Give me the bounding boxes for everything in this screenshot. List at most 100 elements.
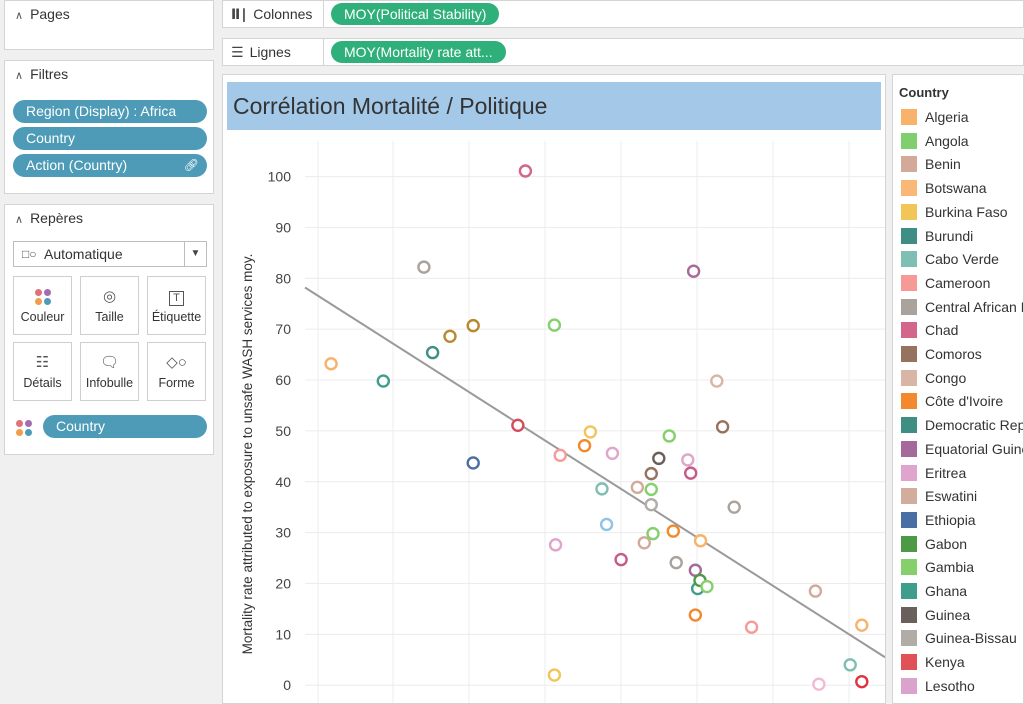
scatter-point[interactable] [646, 526, 660, 541]
color-palette-icon [14, 286, 71, 308]
scatter-point[interactable] [666, 524, 680, 538]
legend-swatch [901, 677, 917, 694]
filter-pill-label: Region (Display) : Africa [26, 103, 177, 119]
legend-swatch [901, 132, 917, 149]
scatter-point[interactable] [511, 418, 525, 433]
legend-swatch [901, 630, 917, 647]
columns-shelf: Ⅱ∣ Colonnes MOY(Political Stability) [222, 0, 1024, 28]
filters-header[interactable]: ∧ Filtres [15, 66, 68, 82]
scatter-point[interactable] [599, 517, 614, 532]
scatter-point[interactable] [547, 318, 562, 332]
tooltip-button[interactable]: 🗨︎ Infobulle [80, 342, 139, 401]
color-button[interactable]: Couleur [13, 276, 72, 335]
filter-pill-country[interactable]: Country [13, 127, 207, 150]
hierarchy-icon: ☷ [35, 354, 50, 371]
scatter-point[interactable] [466, 456, 480, 470]
scatter-point[interactable] [669, 555, 683, 570]
scatter-point[interactable] [376, 374, 391, 388]
scatter-point[interactable] [466, 318, 480, 333]
legend-item-label: Burundi [925, 227, 974, 244]
label-button[interactable]: T Étiquette [147, 276, 206, 335]
scatter-point[interactable] [727, 500, 741, 514]
legend-item-label: Botswana [925, 180, 987, 197]
scatter-point[interactable] [700, 579, 714, 594]
shelf-divider [323, 39, 324, 65]
scatter-point[interactable] [553, 448, 567, 463]
scatter-point[interactable] [644, 497, 658, 512]
y-tick-label: 90 [275, 219, 291, 235]
detail-button[interactable]: ☷ Détails [13, 342, 72, 401]
scatter-point[interactable] [547, 668, 562, 682]
legend-item-label: Equatorial Guinea [925, 440, 1023, 457]
scatter-point[interactable] [662, 429, 676, 443]
color-field-pill[interactable]: Country [43, 415, 207, 438]
scatter-point[interactable] [744, 620, 759, 634]
scatter-point[interactable] [518, 164, 533, 178]
scatter-point[interactable] [812, 677, 826, 691]
scatter-point[interactable] [710, 374, 724, 388]
detail-button-label: Détails [23, 376, 62, 390]
rows-label-text: Lignes [249, 44, 291, 60]
scatter-point[interactable] [443, 329, 457, 344]
scatter-point[interactable] [693, 534, 708, 548]
legend-item-label: Guinea-Bissau [925, 630, 1017, 647]
legend-item-label: Democratic Republic of the Congo [925, 417, 1023, 434]
shelf-divider [323, 1, 324, 27]
pages-card: ∧ Pages [4, 0, 214, 50]
marks-header[interactable]: ∧ Repères [15, 210, 83, 226]
scatter-point[interactable] [630, 480, 645, 495]
legend-item-label: Angola [925, 132, 969, 149]
scatter-point[interactable] [681, 453, 695, 467]
scatter-point[interactable] [855, 674, 869, 689]
scatter-point[interactable] [808, 584, 823, 598]
legend-swatch [901, 180, 917, 197]
color-legend: Country Algeria Angola Benin Botswana Burkin… [892, 74, 1024, 704]
shape-button[interactable]: ◇○ Forme [147, 342, 206, 401]
scatter-point[interactable] [652, 451, 666, 466]
scatter-point[interactable] [577, 438, 592, 453]
left-panel: ∧ Pages ∧ Filtres Region (Display) : Afric… [0, 0, 220, 704]
chevron-up-icon: ∧ [15, 10, 24, 22]
scatter-point[interactable] [583, 425, 598, 439]
scatter-point[interactable] [637, 536, 651, 550]
scatter-point[interactable] [425, 345, 440, 360]
scatter-point[interactable] [324, 357, 338, 371]
scatter-point[interactable] [715, 420, 730, 434]
mark-type-dropdown[interactable]: □○ Automatique ▼ [13, 241, 207, 267]
rows-pill[interactable]: MOY(Mortality rate att... [331, 41, 506, 63]
color-button-label: Couleur [20, 310, 65, 324]
pages-header[interactable]: ∧ Pages [15, 6, 70, 22]
scatter-point[interactable] [688, 608, 703, 622]
legend-item-label: Central African Republic [925, 298, 1023, 315]
scatter-chart[interactable]: 0 10 20 30 40 50 60 70 80 90 100 Mortality rate att… [223, 75, 885, 703]
scatter-point[interactable] [855, 618, 869, 632]
filter-pill-action-country[interactable]: Action (Country) 🔗︎ [13, 154, 207, 177]
scatter-point[interactable] [614, 552, 628, 567]
filter-pill-region[interactable]: Region (Display) : Africa [13, 100, 207, 123]
legend-swatch [901, 156, 917, 173]
scatter-point[interactable] [605, 446, 620, 460]
scatter-point[interactable] [843, 658, 857, 672]
legend-item-label: Comoros [925, 346, 982, 362]
scatter-point[interactable] [644, 466, 658, 481]
dropdown-arrow-icon[interactable]: ▼ [184, 242, 206, 266]
scatter-point[interactable] [686, 264, 701, 278]
scatter-point[interactable] [684, 466, 698, 480]
shape-button-label: Forme [158, 376, 195, 390]
legend-item-label: Ethiopia [925, 511, 976, 528]
legend-swatch [901, 109, 917, 125]
rows-icon: ☰ [231, 44, 244, 60]
columns-icon: Ⅱ∣ [231, 6, 248, 22]
scatter-point[interactable] [595, 482, 609, 496]
speech-bubble-icon: 🗨︎ [99, 354, 120, 371]
columns-shelf-label: Ⅱ∣ Colonnes [231, 6, 312, 23]
scatter-point[interactable] [417, 260, 431, 274]
scatter-point[interactable] [644, 482, 658, 497]
columns-pill[interactable]: MOY(Political Stability) [331, 3, 500, 25]
scatter-point[interactable] [548, 538, 563, 552]
legend-swatch [901, 346, 917, 362]
size-button[interactable]: ◎ Taille [80, 276, 139, 335]
y-tick-label: 60 [275, 372, 291, 388]
pages-title: Pages [30, 6, 70, 22]
trend-line [304, 286, 885, 659]
